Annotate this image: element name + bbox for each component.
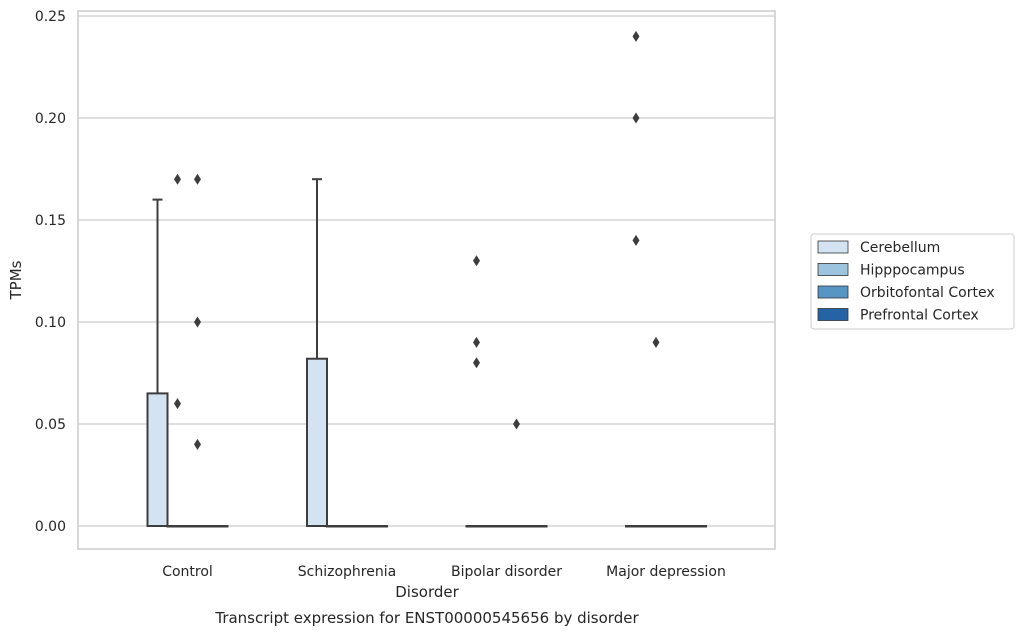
outlier-point <box>194 173 201 185</box>
legend-item: Orbitofontal Cortex <box>817 285 995 301</box>
x-tick-label: Schizophrenia <box>298 564 396 580</box>
x-axis-ticks: Control Schizophrenia Bipolar disorder Majo… <box>162 564 726 580</box>
legend-swatch <box>817 263 849 276</box>
outlier-point <box>473 255 480 267</box>
box-1-3 <box>645 525 667 528</box>
x-tick-label: Major depression <box>606 564 726 580</box>
grid-lines <box>78 15 775 527</box>
box-2-0 <box>186 525 209 528</box>
legend-item: Prefrontal Cortex <box>817 308 979 324</box>
outlier-point <box>632 30 640 42</box>
box-3-0 <box>206 525 229 528</box>
outlier-point <box>473 357 480 369</box>
legend-label: Cerebellum <box>860 240 940 256</box>
chart-title: Transcript expression for ENST0000054565… <box>214 609 639 627</box>
box-2-1 <box>346 525 368 528</box>
box-3-1 <box>366 525 388 528</box>
box-0-3 <box>625 525 647 528</box>
box-2-2 <box>505 525 528 528</box>
outlier-point <box>174 398 181 410</box>
outlier-point <box>652 336 660 348</box>
y-tick-label: 0.20 <box>35 111 66 127</box>
box-0-1 <box>306 178 328 527</box>
y-axis-label: TPMs <box>7 260 25 300</box>
outlier-point <box>632 112 640 124</box>
box-body <box>306 357 328 527</box>
outlier-point <box>194 316 201 328</box>
box-3-3 <box>685 525 707 528</box>
outlier-point <box>513 418 520 430</box>
legend: Cerebellum Hipppocampus Orbitofontal Corte… <box>810 233 1015 330</box>
legend-label: Hipppocampus <box>860 263 965 279</box>
box-1-1 <box>326 525 348 528</box>
y-tick-label: 0.25 <box>35 9 66 25</box>
box-1-2 <box>485 525 508 528</box>
box-1-0 <box>166 525 189 528</box>
legend-label: Prefrontal Cortex <box>860 308 979 324</box>
x-tick-label: Control <box>162 564 213 580</box>
outlier-point <box>473 336 480 348</box>
box-body <box>146 392 169 527</box>
y-tick-label: 0.10 <box>35 315 66 331</box>
y-tick-label: 0.05 <box>35 417 66 433</box>
y-tick-label: 0.15 <box>35 213 66 229</box>
x-axis-label: Disorder <box>395 583 459 601</box>
legend-item: Hipppocampus <box>817 263 965 279</box>
legend-swatch <box>817 240 849 254</box>
box-0-0 <box>146 198 169 527</box>
legend-swatch <box>817 285 849 299</box>
box-0-2 <box>465 525 488 528</box>
legend-swatch <box>817 308 849 321</box>
boxes <box>146 178 707 528</box>
legend-label: Orbitofontal Cortex <box>860 285 995 301</box>
box-3-2 <box>525 525 548 528</box>
legend-frame <box>810 233 1015 330</box>
outlier-point <box>632 234 640 246</box>
legend-item: Cerebellum <box>817 240 940 256</box>
y-axis-ticks: 0.00 0.05 0.10 0.15 0.20 0.25 <box>35 9 66 535</box>
outlier-point <box>194 438 201 450</box>
x-tick-label: Bipolar disorder <box>451 564 562 580</box>
outliers <box>174 30 660 450</box>
y-tick-label: 0.00 <box>35 519 66 535</box>
plot-area-frame <box>77 10 776 550</box>
box-2-3 <box>665 525 687 528</box>
outlier-point <box>174 173 181 185</box>
